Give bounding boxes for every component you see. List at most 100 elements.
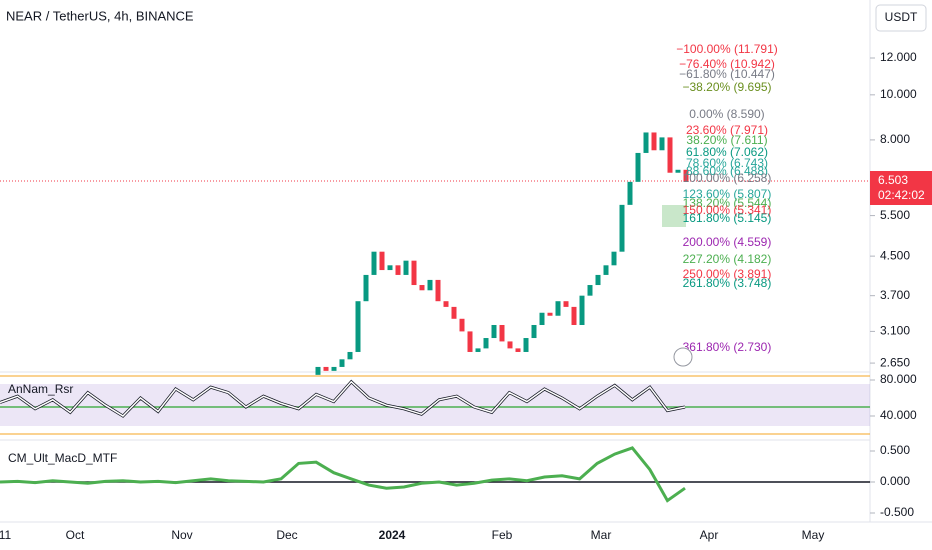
candle — [659, 137, 665, 151]
candle — [323, 366, 329, 371]
candle — [411, 260, 417, 286]
fib-label: −38.20% (9.695) — [682, 80, 771, 94]
candle — [379, 251, 385, 271]
fib-label: 138.20% (5.544) — [683, 196, 772, 210]
candle — [523, 338, 529, 352]
fib-label: 361.80% (2.730) — [683, 340, 772, 354]
y-tick-label: 0.000 — [880, 474, 910, 488]
y-tick-label: 3.100 — [880, 324, 910, 338]
fib-label: 38.20% (7.611) — [686, 133, 767, 147]
candle — [339, 359, 345, 367]
y-tick-label: 3.700 — [880, 288, 910, 302]
x-tick-label: Nov — [171, 528, 192, 542]
fib-label: 0.00% (8.590) — [689, 107, 764, 121]
candle — [667, 137, 673, 173]
symbol-title: NEAR / TetherUS, 4h, BINANCE — [6, 8, 194, 23]
candle — [355, 301, 361, 352]
y-tick-label: 8.000 — [880, 132, 910, 146]
price-tag — [870, 171, 932, 205]
y-tick-label: 5.500 — [880, 208, 910, 222]
candle — [571, 306, 577, 325]
fib-label: 61.80% (7.062) — [686, 145, 768, 159]
x-tick-label: Mar — [591, 528, 612, 542]
fib-label: −76.40% (10.942) — [679, 57, 775, 71]
zone-box — [662, 205, 686, 227]
countdown: 02:42:02 — [878, 188, 925, 202]
candle — [459, 318, 465, 332]
candle — [555, 301, 561, 316]
candle — [443, 301, 449, 307]
candle — [467, 331, 473, 352]
fib-label: 78.60% (6.743) — [686, 156, 768, 170]
fib-label: 250.00% (3.891) — [683, 267, 772, 281]
candle — [395, 265, 401, 275]
candle — [331, 366, 337, 371]
candle — [675, 169, 681, 173]
macd-name: CM_Ult_MacD_MTF — [8, 451, 117, 465]
candle — [475, 348, 481, 352]
candle — [595, 274, 601, 286]
y-tick-label: 2.650 — [880, 355, 910, 369]
last-price: 6.503 — [878, 173, 908, 187]
currency-label[interactable]: USDT — [885, 10, 918, 24]
candle — [451, 306, 457, 319]
candle — [483, 338, 489, 349]
y-tick-label: 0.500 — [880, 443, 910, 457]
fib-label: 100.00% (6.258) — [683, 171, 772, 185]
candle — [651, 132, 657, 151]
fib-label: −100.00% (11.791) — [676, 42, 778, 56]
candle — [627, 181, 633, 205]
x-tick-label: 2024 — [379, 528, 406, 542]
candle — [531, 324, 537, 339]
y-tick-label: 12.000 — [880, 50, 917, 64]
x-tick-label: 11 — [0, 528, 12, 542]
x-tick-label: Apr — [700, 528, 719, 542]
candle — [587, 285, 593, 296]
candle — [539, 312, 545, 325]
y-tick-label: 80.000 — [880, 372, 917, 386]
candle — [347, 351, 353, 360]
candle — [315, 366, 321, 375]
x-tick-label: Dec — [276, 528, 297, 542]
candle — [427, 279, 433, 291]
x-tick-label: Feb — [492, 528, 513, 542]
y-tick-label: 4.500 — [880, 248, 910, 262]
alert-icon[interactable] — [673, 347, 693, 367]
candle — [363, 274, 369, 302]
candle — [643, 132, 649, 153]
macd-line — [0, 446, 686, 503]
y-tick-label: -0.500 — [880, 505, 914, 519]
fib-label: 161.80% (5.145) — [683, 211, 772, 225]
candle — [635, 152, 641, 182]
candle — [603, 265, 609, 275]
fib-label: 261.80% (3.748) — [683, 276, 772, 290]
y-tick-label: 10.000 — [880, 87, 917, 101]
fib-label: 88.60% (6.488) — [686, 164, 768, 178]
fib-label: 150.00% (5.341) — [683, 203, 772, 217]
candle — [683, 169, 689, 182]
rsi-name: AnNam_Rsr — [8, 382, 73, 396]
fib-label: 123.60% (5.807) — [683, 187, 772, 201]
candle — [419, 285, 425, 291]
candle — [435, 279, 441, 302]
candle — [371, 251, 377, 275]
rsi-line — [0, 380, 686, 417]
fib-label: 23.60% (7.971) — [686, 123, 768, 137]
candle — [611, 251, 617, 266]
candle — [387, 265, 393, 271]
candle — [403, 260, 409, 275]
candle — [619, 204, 625, 252]
candle — [579, 295, 585, 325]
fib-label: −61.80% (10.447) — [679, 67, 775, 81]
fib-label: 227.20% (4.182) — [683, 252, 772, 266]
x-tick-label: May — [802, 528, 825, 542]
candle — [563, 301, 569, 307]
x-tick-label: Oct — [66, 528, 85, 542]
y-tick-label: 40.000 — [880, 408, 917, 422]
candle — [507, 341, 513, 349]
currency-button[interactable] — [875, 4, 927, 32]
candle — [515, 348, 521, 352]
candle — [499, 324, 505, 342]
